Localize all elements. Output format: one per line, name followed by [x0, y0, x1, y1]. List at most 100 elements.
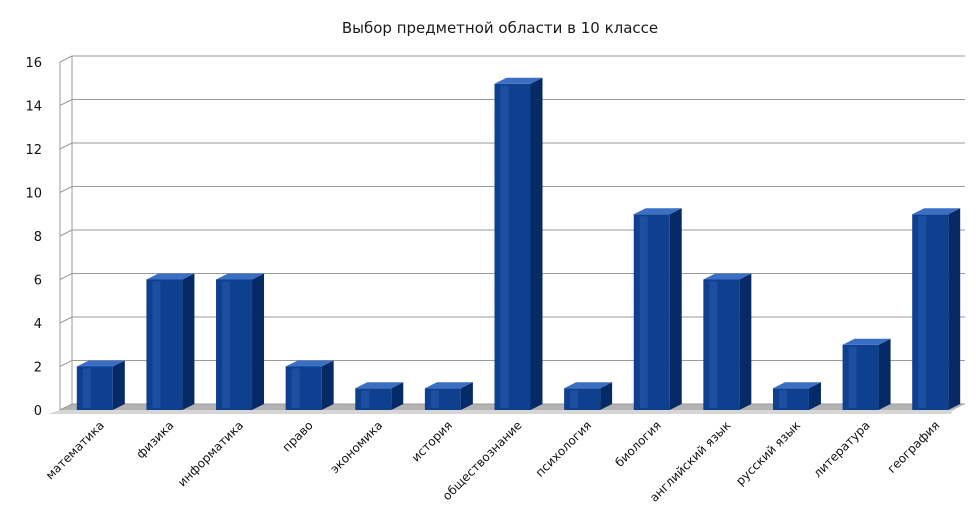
- bar-highlight: [709, 281, 718, 408]
- y-tick-label: 10: [25, 187, 42, 202]
- bar: [842, 338, 891, 410]
- y-tick-label: 2: [34, 361, 42, 376]
- bar: [633, 208, 682, 410]
- x-tick-label: психология: [533, 418, 595, 480]
- x-tick-label: обществознание: [440, 418, 525, 503]
- x-tick-label: право: [280, 418, 316, 454]
- bar: [424, 382, 473, 410]
- bar-front: [355, 388, 392, 410]
- x-tick-label: русский язык: [733, 418, 803, 488]
- gridline-diagonal: [59, 273, 73, 280]
- gridline-diagonal: [59, 55, 73, 63]
- bar-side: [252, 273, 265, 410]
- gridline-diagonal: [59, 186, 73, 193]
- bar-side: [739, 273, 752, 410]
- bar-front: [564, 388, 601, 410]
- bar-side: [391, 382, 404, 410]
- bar-front: [912, 214, 949, 410]
- bar-highlight: [430, 390, 439, 408]
- x-tick-label: информатика: [175, 418, 246, 489]
- bar-front: [494, 83, 531, 410]
- bar-front: [424, 388, 461, 410]
- bar-top: [564, 382, 613, 389]
- bar-top: [703, 273, 752, 280]
- x-tick-label: география: [885, 418, 943, 476]
- bar: [216, 273, 265, 410]
- bar-side: [530, 77, 543, 410]
- bars: [76, 77, 961, 410]
- gridline-diagonal: [59, 229, 73, 237]
- bar-front: [633, 214, 670, 410]
- bar-front: [146, 279, 183, 410]
- x-tick-label: литература: [811, 418, 873, 480]
- gridline-diagonal: [59, 99, 73, 106]
- bar-highlight: [778, 390, 787, 408]
- bar-front: [76, 366, 113, 410]
- bar-top: [912, 208, 961, 215]
- bar-front: [216, 279, 253, 410]
- gridline-diagonal: [59, 316, 73, 324]
- bar-highlight: [152, 281, 161, 408]
- bar: [285, 360, 334, 410]
- bar-side: [878, 338, 891, 410]
- bar-side: [460, 382, 473, 410]
- y-tick-label: 14: [25, 100, 42, 115]
- bar-top: [424, 382, 473, 389]
- bar: [772, 382, 821, 410]
- chart-floor-edge: [48, 410, 953, 414]
- bar-top: [76, 360, 125, 367]
- bar-top: [633, 208, 682, 215]
- y-tick-label: 4: [34, 317, 42, 332]
- y-tick-label: 8: [34, 230, 42, 245]
- x-tick-label: экономика: [328, 418, 386, 476]
- bar-highlight: [222, 281, 231, 408]
- bar-highlight: [918, 216, 927, 408]
- bar-top: [146, 273, 195, 280]
- bar-top: [842, 338, 891, 345]
- bar-highlight: [639, 216, 648, 408]
- x-tick-label: математика: [43, 418, 107, 482]
- gridline-diagonal: [59, 403, 73, 411]
- bar-top: [772, 382, 821, 389]
- bar-highlight: [848, 346, 857, 408]
- bar-side: [669, 208, 682, 410]
- bar-top: [355, 382, 404, 389]
- bar-front: [285, 366, 322, 410]
- x-tick-label: история: [409, 418, 455, 464]
- y-tick-label: 12: [25, 143, 42, 158]
- bar-front: [842, 344, 879, 410]
- bar-side: [808, 382, 821, 410]
- bar-side: [600, 382, 613, 410]
- gridline-diagonal: [59, 360, 73, 367]
- x-tick-label: биология: [612, 418, 664, 470]
- x-tick-label: физика: [134, 418, 177, 461]
- bar-highlight: [570, 390, 579, 408]
- bar: [355, 382, 404, 410]
- bar-highlight: [82, 368, 91, 408]
- bar-side: [948, 208, 961, 410]
- y-axis-ticks: 0 2 4 6 8 10 12 14 16: [25, 56, 42, 419]
- bar-top: [494, 77, 543, 84]
- bar-side: [321, 360, 334, 410]
- bar-front: [703, 279, 740, 410]
- bar-front: [772, 388, 809, 410]
- bar-highlight: [361, 390, 370, 408]
- bar-highlight: [500, 85, 509, 408]
- bar: [912, 208, 961, 410]
- gridline-diagonal: [59, 142, 73, 150]
- bar: [494, 77, 543, 410]
- bar-side: [112, 360, 125, 410]
- y-tick-label: 0: [34, 404, 42, 419]
- bar-top: [216, 273, 265, 280]
- bar: [76, 360, 125, 410]
- bar-top: [285, 360, 334, 367]
- chart-title: Выбор предметной области в 10 классе: [342, 19, 658, 37]
- bar-side: [182, 273, 195, 410]
- bar: [146, 273, 195, 410]
- bar: [564, 382, 613, 410]
- y-tick-label: 6: [34, 274, 42, 289]
- bar-highlight: [291, 368, 300, 408]
- bar: [703, 273, 752, 410]
